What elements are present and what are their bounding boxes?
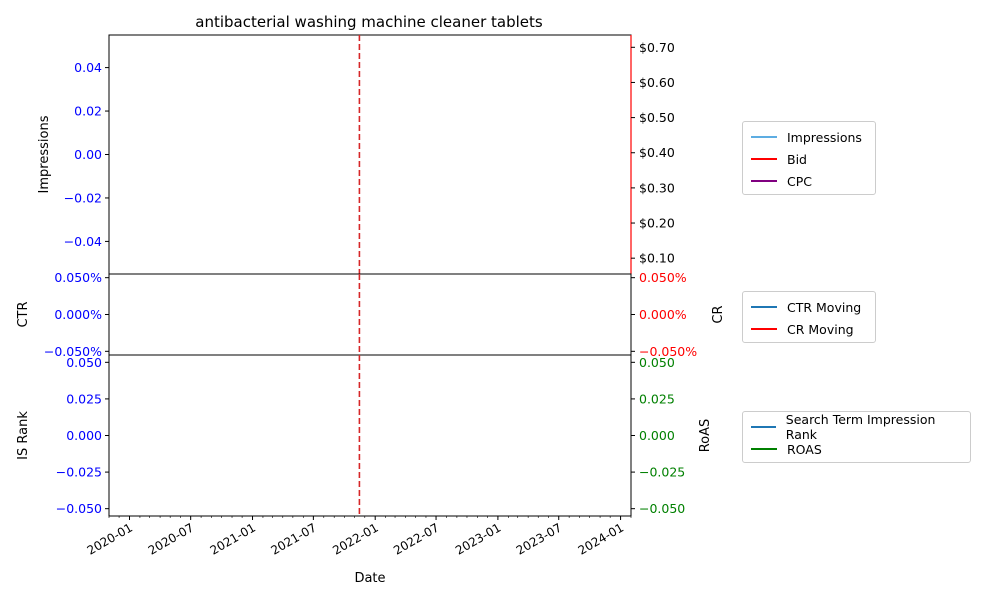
legend-item: Search Term Impression Rank [751,412,962,442]
legend-swatch-ctr-moving [751,306,777,308]
legend-item: CPC [751,170,867,192]
right-axis-label: RoAS [698,419,713,453]
right-tick-label: 0.050% [639,270,687,285]
right-tick-label: 0.000% [639,307,687,322]
panel-frame-0 [108,34,632,275]
right-tick-label: $0.20 [639,216,675,231]
right-tick-label: $0.30 [639,180,675,195]
left-axis-label: Impressions [37,115,52,193]
legend-label-cpc: CPC [787,173,812,189]
left-tick-label: −0.04 [64,234,102,249]
right-tick-label: $0.70 [639,40,675,55]
x-tick-label: 2020-07 [146,520,196,557]
legend-item: CR Moving [751,318,867,340]
legend-label-cr-moving: CR Moving [787,321,854,337]
left-tick-label: 0.04 [74,60,102,75]
right-tick-label: −0.050 [639,501,685,516]
chart-title: antibacterial washing machine cleaner ta… [195,13,543,31]
left-tick-label: −0.050% [44,344,102,359]
legend-label-roas: ROAS [787,441,822,457]
right-axis-label: CR [711,305,726,323]
right-tick-label: −0.050% [639,344,697,359]
left-tick-label: 0.025 [66,391,102,406]
right-tick-label: −0.025 [639,465,685,480]
left-tick-label: 0.000 [66,428,102,443]
legend-middle: CTR Moving CR Moving [742,291,876,343]
x-tick-label: 2021-07 [268,520,318,557]
left-tick-label: 0.00 [74,147,102,162]
legend-swatch-bid [751,158,777,160]
right-tick-label: $0.40 [639,145,675,160]
legend-item: Bid [751,148,867,170]
right-tick-label: $0.10 [639,251,675,266]
left-tick-label: −0.02 [64,190,102,205]
right-tick-label: $0.50 [639,110,675,125]
left-tick-label: 0.000% [54,307,102,322]
legend-label-impressions: Impressions [787,129,862,145]
x-tick-label: 2023-07 [514,520,564,557]
legend-label-bid: Bid [787,151,807,167]
legend-item: CTR Moving [751,296,867,318]
right-tick-label: 0.050 [639,355,675,370]
x-tick-label: 2024-01 [576,520,626,557]
right-tick-label: $0.60 [639,75,675,90]
x-tick-label: 2021-01 [208,520,258,557]
legend-swatch-roas [751,448,777,450]
left-tick-label: −0.050 [56,501,102,516]
legend-top: Impressions Bid CPC [742,121,876,195]
legend-swatch-impressions [751,136,777,138]
legend-item: Impressions [751,126,867,148]
right-tick-label: 0.000 [639,428,675,443]
panel-frame-2 [108,354,632,517]
legend-bottom: Search Term Impression Rank ROAS [742,411,971,463]
x-tick-label: 2020-01 [85,520,135,557]
left-tick-label: 0.02 [74,104,102,119]
x-tick-label: 2022-07 [391,520,441,557]
left-tick-label: −0.025 [56,465,102,480]
x-tick-label: 2023-01 [453,520,503,557]
left-axis-label: CTR [16,301,31,327]
legend-swatch-cr-moving [751,328,777,330]
right-tick-label: 0.025 [639,391,675,406]
panel-frame-1 [108,273,632,356]
x-tick-label: 2022-01 [330,520,380,557]
legend-item: ROAS [751,438,962,460]
left-tick-label: 0.050% [54,270,102,285]
legend-swatch-cpc [751,180,777,182]
legend-label-is-rank: Search Term Impression Rank [785,412,936,442]
left-tick-label: 0.050 [66,355,102,370]
left-axis-label: IS Rank [16,411,31,460]
legend-swatch-is-rank [751,426,776,428]
x-axis-label: Date [354,571,385,586]
legend-label-ctr-moving: CTR Moving [787,299,862,315]
